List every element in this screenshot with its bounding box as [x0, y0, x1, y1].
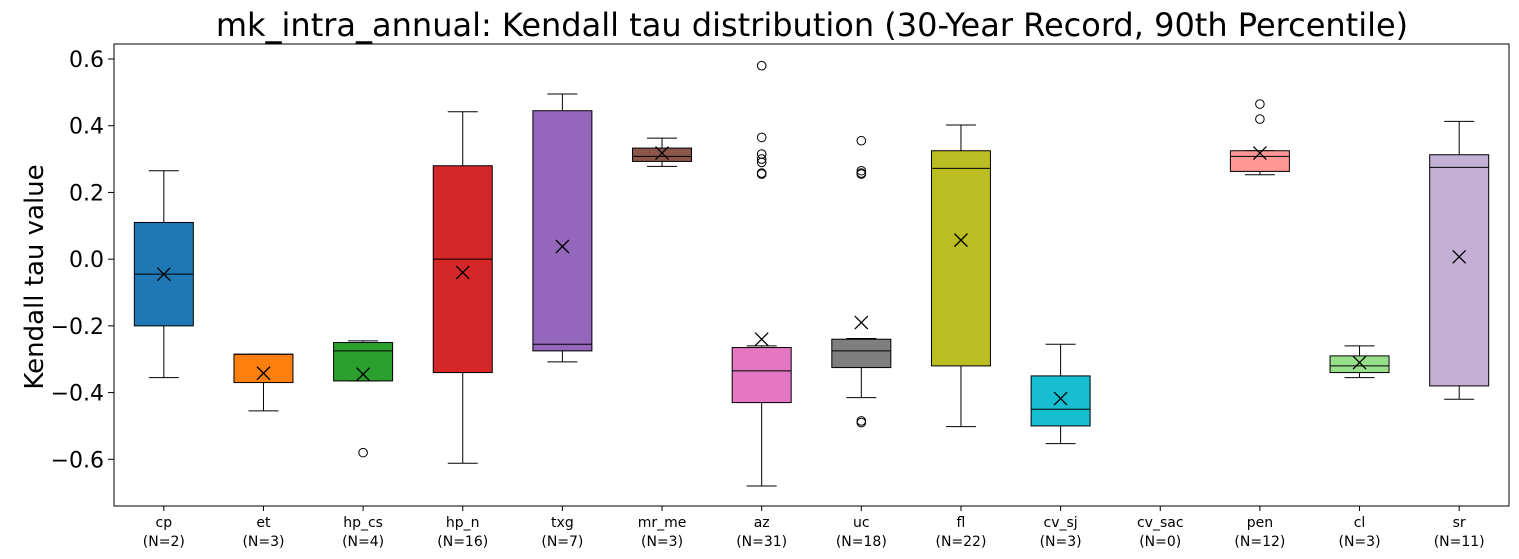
plot-frame	[113, 43, 1510, 507]
x-tick-count: (N=22)	[935, 534, 986, 550]
y-axis-label: Kendall tau value	[20, 164, 50, 389]
box-uc	[831, 135, 892, 428]
x-tick-label: uc	[853, 515, 870, 531]
box-pen	[1229, 99, 1290, 176]
x-tick-label: cl	[1354, 515, 1366, 531]
iqr-box	[831, 338, 892, 369]
iqr-box	[1329, 355, 1390, 374]
x-tick-label: fl	[957, 515, 966, 531]
outlier-point	[856, 169, 867, 179]
outlier-point	[756, 132, 767, 143]
outlier-point	[856, 165, 867, 176]
box-fl	[930, 124, 991, 428]
x-tick-count: (N=11)	[1434, 534, 1485, 550]
iqr-box	[432, 165, 493, 374]
y-tick-label: −0.2	[51, 315, 104, 340]
x-tick-label: hp_cs	[343, 515, 383, 531]
x-tick-label: cv_sac	[1137, 515, 1184, 531]
outlier-point	[856, 135, 867, 146]
x-tick-label: mr_me	[638, 515, 687, 531]
x-tick-label: az	[754, 515, 770, 531]
mean-marker	[555, 239, 570, 254]
x-tick-count: (N=16)	[437, 534, 488, 550]
box-sr	[1429, 120, 1490, 400]
y-tick-label: 0.2	[69, 181, 104, 206]
chart-title: mk_intra_annual: Kendall tau distributio…	[216, 6, 1408, 44]
plot-area: −0.6 −0.4 −0.2 0.0 0.2 0.4 0.6 cp (N=2) et (N=3) hp…	[51, 48, 1490, 550]
x-tick-label: sr	[1453, 515, 1466, 531]
x-tick-count: (N=0)	[1139, 534, 1181, 550]
iqr-box	[1030, 375, 1091, 427]
iqr-box	[1229, 150, 1290, 172]
y-tick-label: 0.6	[69, 48, 104, 73]
iqr-box	[532, 110, 593, 352]
box-az	[731, 60, 792, 487]
box-txg	[532, 93, 593, 363]
iqr-box	[632, 147, 693, 162]
outlier-point	[756, 154, 767, 164]
x-tick-label: cp	[156, 515, 173, 531]
mean-marker	[1352, 355, 1367, 370]
x-tick-count: (N=2)	[143, 534, 185, 550]
mean-marker	[655, 146, 669, 161]
x-tick-count: (N=18)	[836, 534, 887, 550]
mean-marker	[356, 367, 371, 382]
mean-marker	[156, 267, 171, 282]
mean-marker	[1053, 391, 1068, 406]
x-tick-count: (N=3)	[1339, 534, 1381, 550]
outlier-point	[358, 447, 368, 458]
box-mr_me	[632, 137, 693, 167]
box-cl	[1329, 345, 1390, 379]
mean-marker	[256, 366, 271, 381]
x-tick-count: (N=3)	[641, 534, 683, 550]
mean-marker	[1452, 249, 1467, 264]
box-hp_cs	[333, 340, 394, 458]
x-tick-label: cv_sj	[1044, 515, 1078, 531]
mean-marker	[455, 265, 470, 280]
x-tick-label: et	[256, 515, 271, 531]
mean-marker	[1252, 146, 1267, 161]
x-tick-label: hp_n	[446, 515, 480, 531]
box-et	[233, 353, 294, 412]
outlier-point	[756, 157, 767, 168]
mean-marker	[754, 332, 769, 347]
y-tick-label: −0.4	[51, 382, 104, 407]
x-tick-count: (N=3)	[1040, 534, 1082, 550]
x-tick-count: (N=7)	[541, 534, 583, 550]
mean-marker	[954, 233, 968, 248]
iqr-box	[233, 353, 294, 384]
outlier-point	[856, 417, 867, 428]
mean-marker	[854, 315, 869, 330]
x-tick-label: txg	[551, 515, 574, 531]
x-tick-label: pen	[1247, 515, 1273, 531]
x-tick-count: (N=31)	[736, 534, 787, 550]
outlier-point	[1255, 114, 1265, 124]
y-tick-label: 0.4	[69, 115, 104, 140]
box-cv_sj	[1030, 343, 1091, 445]
y-tick-label: −0.6	[51, 448, 104, 473]
box-hp_n	[432, 111, 493, 464]
iqr-box	[1429, 154, 1490, 387]
outlier-point	[756, 60, 767, 71]
iqr-box	[930, 150, 991, 367]
outlier-point	[1255, 99, 1265, 109]
x-tick-count: (N=4)	[342, 534, 384, 550]
y-tick-label: 0.0	[69, 248, 104, 273]
box-cp	[133, 170, 194, 379]
x-tick-count: (N=12)	[1234, 534, 1285, 550]
iqr-box	[731, 347, 792, 404]
outlier-point	[756, 149, 767, 159]
outlier-point	[756, 169, 767, 179]
x-tick-count: (N=3)	[242, 534, 284, 550]
